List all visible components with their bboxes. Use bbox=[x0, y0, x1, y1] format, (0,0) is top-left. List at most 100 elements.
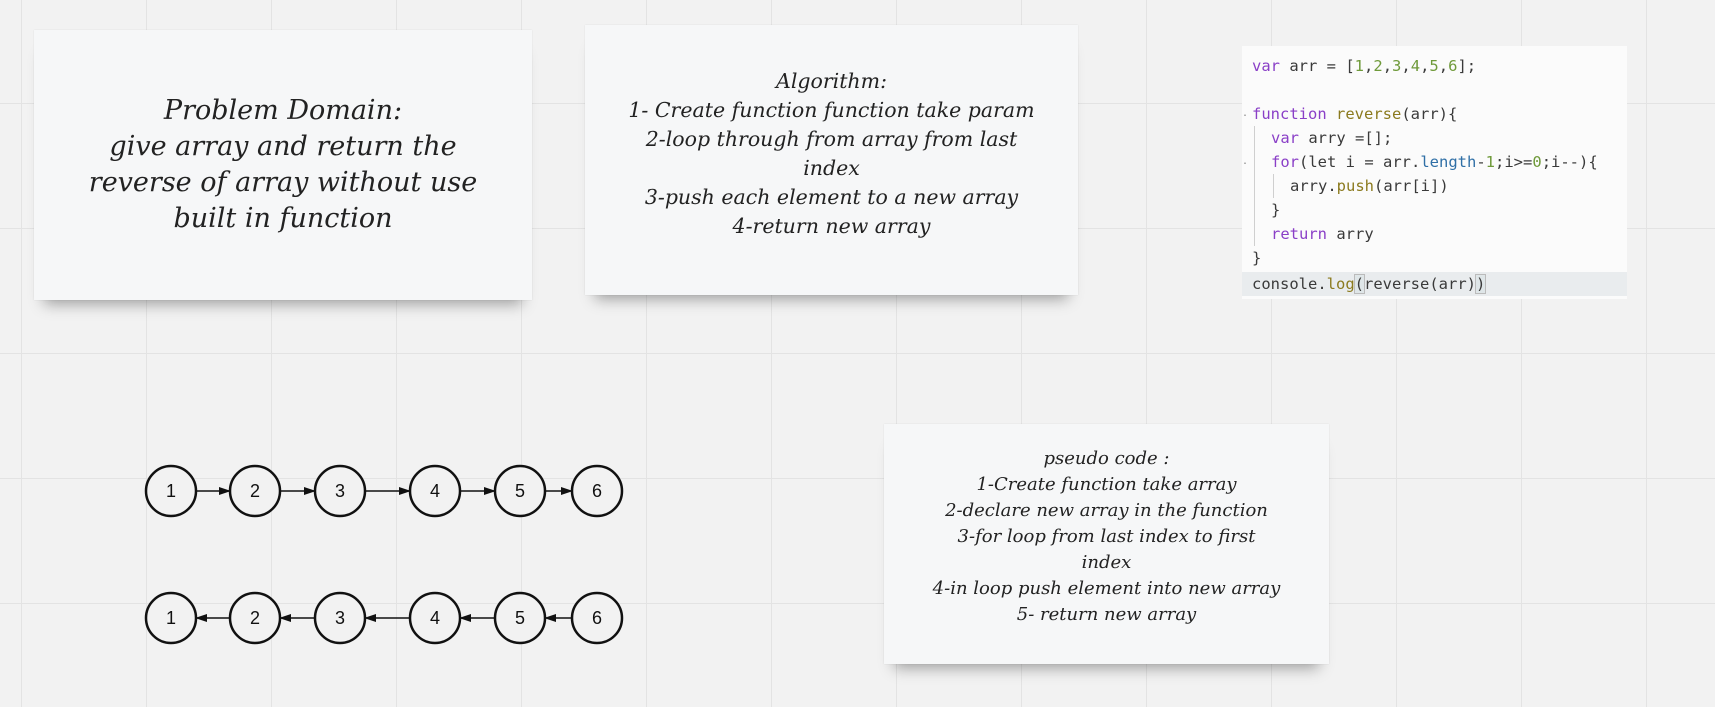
code-token: arr = [ bbox=[1280, 57, 1355, 75]
code-token: arry =[]; bbox=[1299, 129, 1393, 147]
forward-node-4 bbox=[408, 464, 462, 518]
code-token: log bbox=[1326, 275, 1355, 293]
code-token: reverse(arr) bbox=[1364, 275, 1476, 293]
algorithm-line-1: Algorithm: bbox=[776, 69, 887, 93]
problem-domain-note[interactable]: Problem Domain: give array and return th… bbox=[34, 30, 532, 300]
reversed-node-5 bbox=[493, 591, 547, 645]
indent-guide bbox=[1254, 174, 1255, 198]
pseudo-line-7: 5- return new array bbox=[1016, 604, 1197, 625]
code-token: } bbox=[1252, 249, 1262, 267]
code-token: function bbox=[1252, 105, 1327, 123]
indent-guide bbox=[1254, 198, 1255, 222]
problem-line-1: Problem Domain: bbox=[163, 95, 403, 126]
code-line-1: var arr = [1,2,3,4,5,6]; bbox=[1242, 54, 1627, 78]
forward-node-label-4: 4 bbox=[430, 481, 440, 501]
code-token: 5 bbox=[1429, 57, 1439, 75]
forward-node-label-2: 2 bbox=[250, 481, 260, 501]
pseudo-code-note[interactable]: pseudo code : 1-Create function take arr… bbox=[884, 424, 1329, 664]
code-block[interactable]: var arr = [1,2,3,4,5,6]; . function rever… bbox=[1242, 46, 1627, 299]
code-line-8: return arry bbox=[1242, 222, 1627, 246]
algorithm-line-4: index bbox=[803, 156, 860, 180]
pseudo-line-5: index bbox=[1081, 552, 1132, 573]
reversed-node-label-6: 6 bbox=[592, 608, 602, 628]
code-token: - bbox=[1476, 153, 1486, 171]
indent-guide bbox=[1254, 126, 1255, 150]
code-token: 3 bbox=[1392, 57, 1402, 75]
algorithm-line-5: 3-push each element to a new array bbox=[644, 185, 1019, 209]
pseudo-line-4: 3-for loop from last index to first bbox=[957, 526, 1256, 547]
code-line-6: arry.push(arr[i]) bbox=[1242, 174, 1627, 198]
code-token: , bbox=[1401, 57, 1411, 75]
forward-node-label-1: 1 bbox=[166, 481, 176, 501]
code-token: 0 bbox=[1532, 153, 1542, 171]
code-token: var bbox=[1252, 57, 1280, 75]
code-token: , bbox=[1364, 57, 1374, 75]
code-token: 2 bbox=[1373, 57, 1383, 75]
algorithm-line-3: 2-loop through from array from last bbox=[645, 127, 1018, 151]
code-token: push bbox=[1336, 177, 1374, 195]
forward-node-label-3: 3 bbox=[335, 481, 345, 501]
reversed-linked-list: 1 2 3 4 5 6 bbox=[144, 591, 624, 645]
forward-node-3 bbox=[313, 464, 367, 518]
reversed-node-4 bbox=[408, 591, 462, 645]
fold-marker-icon[interactable]: . bbox=[1242, 156, 1249, 167]
pseudo-line-2: 1-Create function take array bbox=[976, 474, 1237, 495]
code-token: ) bbox=[1474, 274, 1487, 294]
indent-guide bbox=[1254, 222, 1255, 246]
reversed-node-label-3: 3 bbox=[335, 608, 345, 628]
code-token: arry bbox=[1327, 225, 1374, 243]
code-token: , bbox=[1438, 57, 1449, 75]
indent-guide bbox=[1273, 174, 1274, 198]
code-token: } bbox=[1271, 201, 1281, 219]
code-line-9: } bbox=[1242, 246, 1627, 270]
reversed-node-label-2: 2 bbox=[250, 608, 260, 628]
code-token: 1 bbox=[1485, 153, 1496, 171]
reversed-node-label-5: 5 bbox=[515, 608, 525, 628]
code-token: , bbox=[1420, 57, 1430, 75]
reversed-node-3 bbox=[313, 591, 367, 645]
code-token: (let i = arr. bbox=[1299, 153, 1421, 171]
code-line-2 bbox=[1242, 78, 1627, 102]
problem-line-2: give array and return the bbox=[109, 131, 457, 162]
code-token: 1 bbox=[1354, 57, 1364, 75]
forward-node-6 bbox=[570, 464, 624, 518]
code-token: ]; bbox=[1457, 57, 1477, 75]
algorithm-note[interactable]: Algorithm: 1- Create function function t… bbox=[585, 25, 1078, 295]
code-line-5: . for(let i = arr.length-1;i>=0;i--){ bbox=[1242, 150, 1627, 174]
code-line-10: console.log(reverse(arr)) bbox=[1242, 272, 1627, 296]
pseudo-line-3: 2-declare new array in the function bbox=[945, 500, 1268, 521]
code-token: var bbox=[1271, 129, 1299, 147]
fold-marker-icon[interactable]: . bbox=[1242, 108, 1249, 119]
reversed-node-2 bbox=[228, 591, 282, 645]
algorithm-line-2: 1- Create function function take param bbox=[628, 98, 1035, 122]
reversed-node-1 bbox=[144, 591, 198, 645]
pseudo-line-6: 4-in loop push element into new array bbox=[932, 578, 1281, 599]
forward-node-label-6: 6 bbox=[592, 481, 602, 501]
code-line-3: . function reverse(arr){ bbox=[1242, 102, 1627, 126]
code-token: ;i--){ bbox=[1541, 153, 1598, 171]
code-token: console. bbox=[1252, 275, 1327, 293]
code-token: reverse bbox=[1336, 105, 1402, 123]
reversed-node-label-1: 1 bbox=[166, 608, 176, 628]
code-token: for bbox=[1271, 153, 1299, 171]
code-token: ;i>= bbox=[1495, 153, 1533, 171]
problem-line-3: reverse of array without use bbox=[88, 167, 478, 198]
forward-node-2 bbox=[228, 464, 282, 518]
code-token: (arr){ bbox=[1401, 105, 1458, 123]
indent-guide bbox=[1254, 150, 1255, 174]
code-token: , bbox=[1382, 57, 1393, 75]
reversed-node-6 bbox=[570, 591, 624, 645]
pseudo-line-1: pseudo code : bbox=[1043, 448, 1170, 469]
forward-linked-list: 1 2 3 4 5 6 bbox=[144, 464, 624, 518]
code-token bbox=[1327, 105, 1336, 123]
code-line-4: var arry =[]; bbox=[1242, 126, 1627, 150]
code-token: arry. bbox=[1290, 177, 1337, 195]
code-token: 4 bbox=[1410, 57, 1421, 75]
code-token: (arr[i]) bbox=[1374, 177, 1449, 195]
forward-node-1 bbox=[144, 464, 198, 518]
algorithm-line-6: 4-return new array bbox=[732, 214, 931, 238]
code-token: ( bbox=[1353, 274, 1366, 294]
forward-node-label-5: 5 bbox=[515, 481, 525, 501]
code-token: 6 bbox=[1448, 57, 1458, 75]
reversed-node-label-4: 4 bbox=[430, 608, 440, 628]
